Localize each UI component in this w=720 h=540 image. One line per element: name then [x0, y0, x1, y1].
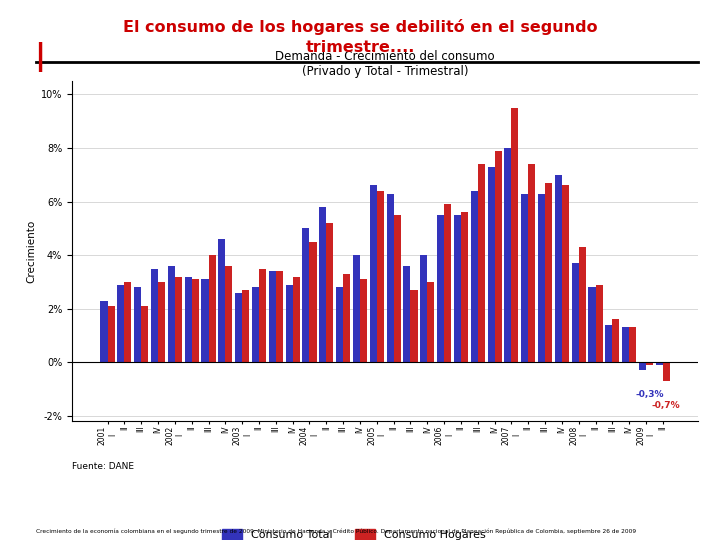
Bar — [225, 266, 233, 362]
Bar — [184, 276, 192, 362]
Bar — [377, 191, 384, 362]
Bar — [319, 207, 326, 362]
Bar — [286, 285, 292, 362]
Bar — [353, 255, 360, 362]
Bar — [427, 282, 434, 362]
Bar — [444, 204, 451, 362]
Bar — [326, 223, 333, 362]
Bar — [369, 185, 377, 362]
Bar — [209, 255, 215, 362]
Bar — [343, 274, 350, 362]
Bar — [420, 255, 427, 362]
Bar — [158, 282, 165, 362]
Bar — [242, 290, 249, 362]
Bar — [478, 164, 485, 362]
Bar — [141, 306, 148, 362]
Bar — [168, 266, 175, 362]
Bar — [175, 276, 182, 362]
Bar — [410, 290, 418, 362]
Bar — [461, 212, 468, 362]
Text: El consumo de los hogares se debilitó en el segundo: El consumo de los hogares se debilitó en… — [122, 19, 598, 35]
Bar — [606, 325, 613, 362]
Bar — [663, 362, 670, 381]
Text: -0,7%: -0,7% — [652, 401, 680, 410]
Bar — [579, 247, 586, 362]
Bar — [528, 164, 535, 362]
Bar — [218, 239, 225, 362]
Text: Fuente: DANE: Fuente: DANE — [72, 462, 134, 471]
Title: Demanda - Crecimiento del consumo
(Privado y Total - Trimestral): Demanda - Crecimiento del consumo (Priva… — [275, 50, 495, 78]
Bar — [101, 301, 107, 362]
Bar — [538, 193, 545, 362]
Text: trimestre....: trimestre.... — [305, 40, 415, 56]
Bar — [613, 319, 619, 362]
Bar — [336, 287, 343, 362]
Bar — [117, 285, 125, 362]
Bar — [292, 276, 300, 362]
Bar — [151, 268, 158, 362]
Bar — [545, 183, 552, 362]
Bar — [622, 327, 629, 362]
Bar — [495, 151, 502, 362]
Bar — [107, 306, 114, 362]
Bar — [259, 268, 266, 362]
Bar — [235, 293, 242, 362]
Bar — [656, 362, 663, 365]
Bar — [437, 215, 444, 362]
Bar — [588, 287, 595, 362]
Bar — [639, 362, 646, 370]
Bar — [595, 285, 603, 362]
Text: Crecimiento de la economía colombiana en el segundo trimestre de 2009. Ministeri: Crecimiento de la economía colombiana en… — [36, 528, 636, 534]
Bar — [572, 263, 579, 362]
Bar — [252, 287, 259, 362]
Bar — [276, 271, 283, 362]
Bar — [394, 215, 401, 362]
Bar — [403, 266, 410, 362]
Bar — [646, 362, 653, 365]
Bar — [360, 279, 367, 362]
Text: -0,3%: -0,3% — [635, 390, 664, 399]
Bar — [302, 228, 310, 362]
Bar — [134, 287, 141, 362]
Bar — [555, 175, 562, 362]
Bar — [629, 327, 636, 362]
Bar — [310, 242, 317, 362]
Legend: Consumo Total, Consumo Hogares: Consumo Total, Consumo Hogares — [217, 524, 490, 540]
Text: |: | — [34, 42, 45, 72]
Bar — [471, 191, 478, 362]
Bar — [511, 108, 518, 362]
Bar — [562, 185, 569, 362]
Bar — [521, 193, 528, 362]
Bar — [192, 279, 199, 362]
Bar — [202, 279, 209, 362]
Bar — [487, 167, 495, 362]
Bar — [269, 271, 276, 362]
Y-axis label: Crecimiento: Crecimiento — [27, 219, 37, 283]
Bar — [387, 193, 394, 362]
Bar — [125, 282, 132, 362]
Bar — [504, 148, 511, 362]
Bar — [454, 215, 461, 362]
